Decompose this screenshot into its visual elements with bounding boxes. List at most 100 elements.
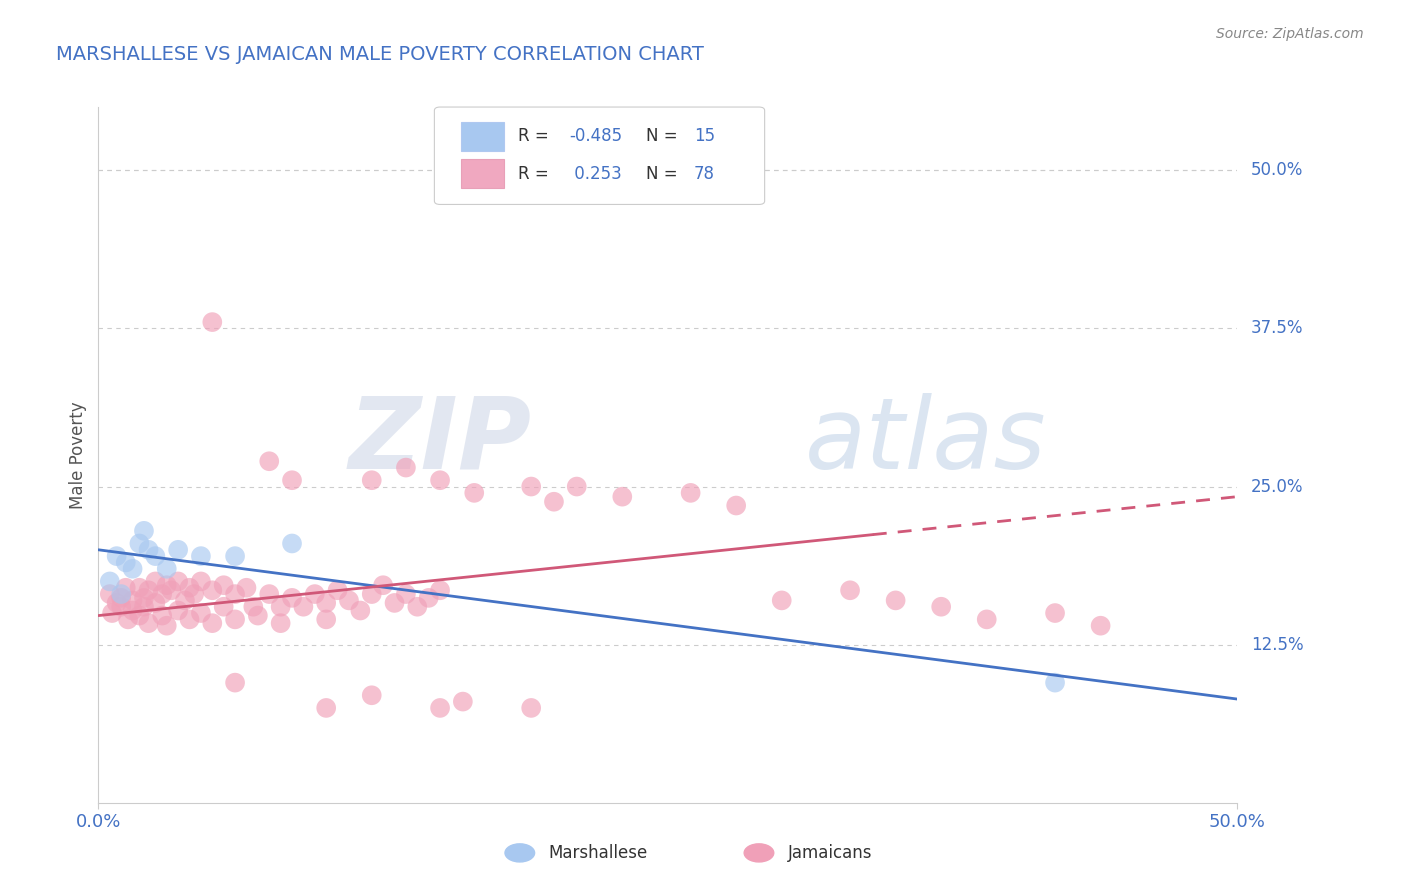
Point: [360, 587, 382, 601]
Point: [451, 695, 474, 709]
Point: [976, 612, 998, 626]
Point: [770, 593, 793, 607]
Point: [337, 593, 360, 607]
Point: [360, 473, 382, 487]
Point: [543, 494, 565, 508]
Text: N =: N =: [647, 165, 683, 183]
Point: [326, 583, 349, 598]
Point: [132, 524, 155, 538]
Point: [315, 596, 337, 610]
Point: [150, 587, 173, 601]
Text: MARSHALLESE VS JAMAICAN MALE POVERTY CORRELATION CHART: MARSHALLESE VS JAMAICAN MALE POVERTY COR…: [56, 45, 704, 63]
Point: [128, 536, 150, 550]
Point: [101, 606, 124, 620]
Point: [463, 486, 485, 500]
Point: [121, 603, 143, 617]
Point: [1090, 618, 1112, 632]
Point: [565, 479, 588, 493]
Point: [145, 574, 167, 589]
Point: [138, 616, 160, 631]
Text: 37.5%: 37.5%: [1251, 319, 1303, 337]
Point: [167, 542, 190, 557]
Text: ZIP: ZIP: [349, 392, 531, 490]
Point: [174, 593, 197, 607]
Point: [281, 536, 304, 550]
FancyBboxPatch shape: [434, 107, 765, 204]
Point: [121, 593, 143, 607]
Point: [105, 596, 128, 610]
Point: [132, 591, 155, 605]
Point: [224, 549, 246, 563]
Point: [304, 587, 326, 601]
Point: [110, 587, 132, 601]
Point: [884, 593, 907, 607]
Point: [371, 578, 394, 592]
Bar: [461, 159, 503, 188]
Text: 12.5%: 12.5%: [1251, 636, 1303, 654]
Text: N =: N =: [647, 128, 683, 145]
Point: [679, 486, 702, 500]
Text: R =: R =: [517, 128, 554, 145]
Point: [224, 612, 246, 626]
Point: [224, 675, 246, 690]
Text: Source: ZipAtlas.com: Source: ZipAtlas.com: [1216, 27, 1364, 41]
Point: [105, 549, 128, 563]
Point: [179, 581, 201, 595]
Point: [201, 616, 224, 631]
Text: 25.0%: 25.0%: [1251, 477, 1303, 496]
Point: [98, 587, 121, 601]
Point: [138, 542, 160, 557]
Point: [242, 599, 264, 614]
Point: [212, 578, 235, 592]
Point: [150, 608, 173, 623]
Point: [128, 581, 150, 595]
Point: [121, 562, 143, 576]
Point: [395, 460, 418, 475]
Point: [1043, 675, 1066, 690]
Point: [725, 499, 748, 513]
Point: [110, 599, 132, 614]
Point: [167, 574, 190, 589]
Point: [259, 454, 281, 468]
Point: [259, 587, 281, 601]
Bar: [461, 121, 503, 151]
Point: [160, 583, 183, 598]
Point: [114, 556, 136, 570]
Y-axis label: Male Poverty: Male Poverty: [69, 401, 87, 508]
Point: [138, 583, 160, 598]
Point: [98, 574, 121, 589]
Point: [1043, 606, 1066, 620]
Point: [212, 599, 235, 614]
Point: [520, 701, 543, 715]
Text: Jamaicans: Jamaicans: [787, 844, 872, 862]
Point: [520, 479, 543, 493]
Point: [281, 591, 304, 605]
Point: [315, 612, 337, 626]
Point: [114, 581, 136, 595]
Point: [179, 612, 201, 626]
Point: [418, 591, 440, 605]
Text: 0.253: 0.253: [569, 165, 621, 183]
Point: [384, 596, 406, 610]
Point: [315, 701, 337, 715]
Point: [156, 562, 179, 576]
Point: [429, 701, 451, 715]
Point: [429, 473, 451, 487]
Point: [224, 587, 246, 601]
Point: [156, 618, 179, 632]
Point: [183, 587, 205, 601]
Text: atlas: atlas: [804, 392, 1046, 490]
Point: [201, 315, 224, 329]
Point: [235, 581, 257, 595]
Point: [110, 591, 132, 605]
Point: [132, 599, 155, 614]
Text: 15: 15: [695, 128, 716, 145]
Point: [190, 574, 212, 589]
Point: [406, 599, 429, 614]
Point: [190, 549, 212, 563]
Circle shape: [505, 844, 534, 862]
Point: [360, 688, 382, 702]
Point: [929, 599, 952, 614]
Point: [145, 549, 167, 563]
Text: 78: 78: [695, 165, 716, 183]
